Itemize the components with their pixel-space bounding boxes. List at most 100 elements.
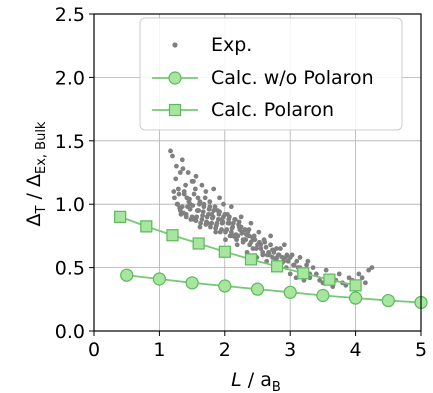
exp-point bbox=[221, 201, 226, 207]
exp-point bbox=[172, 195, 177, 201]
exp-point bbox=[223, 229, 228, 235]
exp-point bbox=[181, 189, 187, 194]
exp-point bbox=[310, 265, 316, 270]
exp-point bbox=[188, 217, 194, 222]
calc-pol-point bbox=[218, 245, 231, 258]
exp-point bbox=[171, 189, 177, 194]
exp-point bbox=[228, 204, 234, 210]
x-axis-title-sep: / a bbox=[242, 369, 272, 391]
exp-point bbox=[201, 201, 207, 207]
exp-point bbox=[209, 215, 215, 221]
exp-point bbox=[366, 267, 372, 273]
x-axis-title: L / aB bbox=[231, 369, 281, 393]
exp-point bbox=[277, 246, 283, 251]
exp-point bbox=[212, 204, 218, 210]
legend-marker-calc-pol bbox=[168, 103, 182, 117]
y-tick-label: 1.5 bbox=[55, 131, 85, 153]
y-axis-title-mid: / Δ bbox=[23, 174, 45, 205]
exp-point bbox=[191, 191, 197, 197]
y-axis-title-main: Δ bbox=[23, 213, 45, 226]
exp-point bbox=[232, 217, 238, 222]
x-tick-label: 4 bbox=[350, 339, 362, 361]
exp-point bbox=[177, 205, 183, 211]
exp-point bbox=[217, 229, 223, 235]
exp-point bbox=[228, 229, 234, 235]
exp-point bbox=[270, 255, 275, 260]
exp-point bbox=[294, 258, 300, 264]
exp-point bbox=[263, 244, 269, 250]
exp-point bbox=[274, 246, 279, 251]
exp-point bbox=[313, 271, 319, 277]
exp-point bbox=[208, 224, 213, 230]
exp-point bbox=[268, 233, 273, 239]
calc-pol-point bbox=[192, 237, 205, 250]
exp-point bbox=[317, 277, 323, 283]
exp-point bbox=[276, 252, 282, 258]
calc-nopol-point bbox=[152, 272, 166, 286]
exp-point bbox=[234, 242, 240, 248]
plot-frame bbox=[93, 13, 422, 332]
exp-point bbox=[236, 222, 241, 227]
exp-point bbox=[174, 163, 179, 169]
exp-point bbox=[229, 225, 235, 231]
exp-point bbox=[197, 224, 203, 230]
legend: Exp. Calc. w/o Polaron Calc. Polaron bbox=[139, 17, 403, 131]
exp-point bbox=[177, 170, 183, 175]
calc-nopol-point bbox=[120, 268, 134, 282]
axis-ticks: 0 1 2 3 4 5 0.0 0.5 1.0 1.5 2.0 2.5 bbox=[55, 4, 427, 361]
exp-point bbox=[202, 195, 208, 201]
exp-point bbox=[369, 265, 375, 270]
legend-label-calc-pol: Calc. Polaron bbox=[211, 99, 334, 121]
y-axis-title-sub2: Ex, Bulk bbox=[34, 121, 49, 174]
y-axis-title-sub1: T bbox=[34, 205, 49, 214]
calc-pol-point bbox=[244, 253, 258, 266]
exp-point bbox=[223, 237, 228, 243]
exp-point bbox=[211, 208, 217, 213]
exp-point bbox=[227, 233, 233, 239]
exp-point bbox=[243, 232, 249, 238]
y-tick-label: 2.5 bbox=[55, 4, 85, 26]
exp-point bbox=[268, 242, 273, 248]
exp-point bbox=[359, 275, 365, 281]
exp-point bbox=[256, 229, 262, 235]
exp-point bbox=[283, 255, 289, 260]
calc-nopol-line bbox=[126, 274, 422, 304]
exp-point bbox=[173, 176, 179, 182]
exp-point bbox=[211, 186, 217, 192]
exp-point bbox=[215, 217, 221, 222]
exp-point bbox=[200, 213, 205, 219]
y-tick-label: 0.5 bbox=[55, 258, 85, 280]
exp-point bbox=[183, 182, 188, 188]
exp-point bbox=[225, 220, 231, 226]
exp-point bbox=[180, 166, 186, 172]
exp-point bbox=[192, 186, 198, 192]
y-tick-label: 1.0 bbox=[55, 194, 85, 216]
exp-point bbox=[207, 199, 213, 205]
exp-point bbox=[281, 242, 287, 248]
exp-point bbox=[170, 153, 175, 159]
exp-point bbox=[200, 209, 206, 215]
calc-nopol-point bbox=[316, 288, 330, 303]
exp-point bbox=[238, 214, 244, 220]
exp-point bbox=[226, 217, 232, 222]
exp-point bbox=[287, 271, 293, 277]
x-axis-title-sub: B bbox=[272, 380, 281, 393]
calc-pol-point bbox=[297, 267, 310, 280]
exp-point bbox=[232, 234, 238, 240]
calc-nopol-point bbox=[381, 293, 395, 308]
legend-marker-calc-nopol bbox=[168, 71, 182, 85]
exp-point bbox=[187, 206, 193, 212]
exp-point bbox=[221, 214, 226, 220]
x-axis-title-main: L bbox=[231, 369, 242, 391]
exp-point bbox=[194, 214, 200, 220]
exp-point bbox=[305, 258, 311, 264]
legend-box bbox=[139, 17, 403, 131]
exp-point bbox=[253, 246, 259, 251]
exp-point bbox=[199, 217, 205, 222]
exp-point bbox=[346, 275, 352, 281]
exp-point bbox=[168, 148, 173, 154]
exp-point bbox=[270, 247, 275, 253]
exp-point bbox=[191, 178, 196, 184]
exp-point bbox=[183, 211, 189, 217]
